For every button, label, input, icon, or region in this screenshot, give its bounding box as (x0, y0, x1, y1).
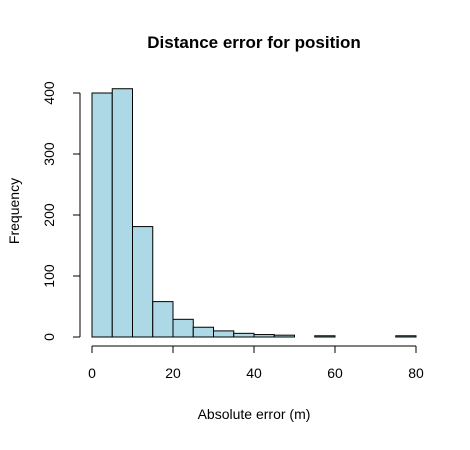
histogram-bar (273, 334, 295, 338)
y-tick-label: 300 (41, 142, 57, 166)
histogram-bar (132, 226, 154, 338)
x-tick-label: 40 (246, 365, 262, 381)
histogram-bar (111, 88, 133, 338)
x-axis-label: Absolute error (m) (198, 406, 311, 422)
y-tick-label: 200 (41, 203, 57, 227)
y-axis: 0 100 200 300 400 (41, 81, 81, 341)
histogram-bar (192, 326, 214, 338)
histogram-bar (253, 334, 275, 338)
y-tick-label: 100 (41, 264, 57, 288)
x-tick-label: 80 (408, 365, 424, 381)
histogram-bar (314, 335, 336, 338)
x-tick-label: 20 (165, 365, 181, 381)
y-tick-label: 400 (41, 81, 57, 105)
chart-title: Distance error for position (147, 33, 360, 52)
histogram-bar (213, 330, 235, 338)
y-axis-label: Frequency (6, 178, 22, 244)
histogram-bar (395, 335, 417, 338)
histogram-bar (172, 318, 194, 338)
y-tick-label: 0 (41, 333, 57, 341)
x-tick-label: 0 (88, 365, 96, 381)
histogram-bar (152, 301, 174, 338)
histogram-bar (91, 92, 113, 338)
x-tick-label: 60 (327, 365, 343, 381)
x-axis: 0 20 40 60 80 (88, 345, 424, 381)
bars-group (91, 88, 417, 338)
histogram-bar (233, 332, 255, 338)
